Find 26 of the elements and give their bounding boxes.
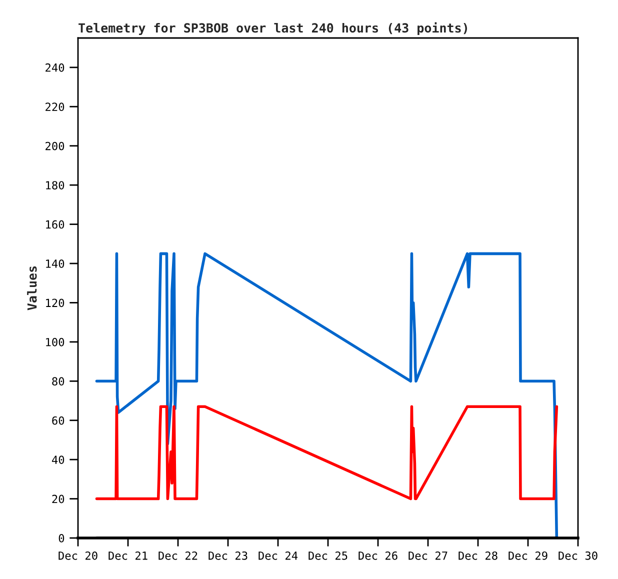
y-tick-label: 160 xyxy=(46,220,64,229)
y-tick-label: 240 xyxy=(46,63,64,72)
y-tick-label: 80 xyxy=(52,377,64,386)
x-tick-label: Dec 30 xyxy=(558,551,598,560)
x-tick-label: Dec 24 xyxy=(258,551,298,560)
x-tick-label: Dec 21 xyxy=(108,551,148,560)
y-tick-label: 120 xyxy=(46,298,64,308)
x-tick-label: Dec 25 xyxy=(308,551,348,560)
x-tick-label: Dec 23 xyxy=(208,551,248,560)
y-tick-label: 140 xyxy=(46,259,64,268)
y-tick-label: 200 xyxy=(46,142,64,150)
y-tick-label: 20 xyxy=(52,494,64,504)
x-tick-label: Dec 28 xyxy=(458,551,498,560)
y-tick-label: 220 xyxy=(46,102,64,112)
x-tick-label: Dec 20 xyxy=(58,551,98,560)
y-tick-label: 180 xyxy=(46,181,64,190)
y-axis-title: Values xyxy=(27,266,37,310)
x-tick-label: Dec 22 xyxy=(158,551,198,560)
x-tick-label: Dec 29 xyxy=(508,551,548,560)
y-tick-label: 40 xyxy=(52,456,64,464)
x-tick-label: Dec 27 xyxy=(408,551,448,560)
y-tick-label: 100 xyxy=(46,338,64,346)
y-tick-label: 0 xyxy=(58,534,64,542)
chart-title: Telemetry for SP3BOB over last 240 hours (43 points) xyxy=(78,22,467,36)
y-tick-label: 60 xyxy=(52,416,64,425)
x-tick-label: Dec 26 xyxy=(358,551,398,560)
